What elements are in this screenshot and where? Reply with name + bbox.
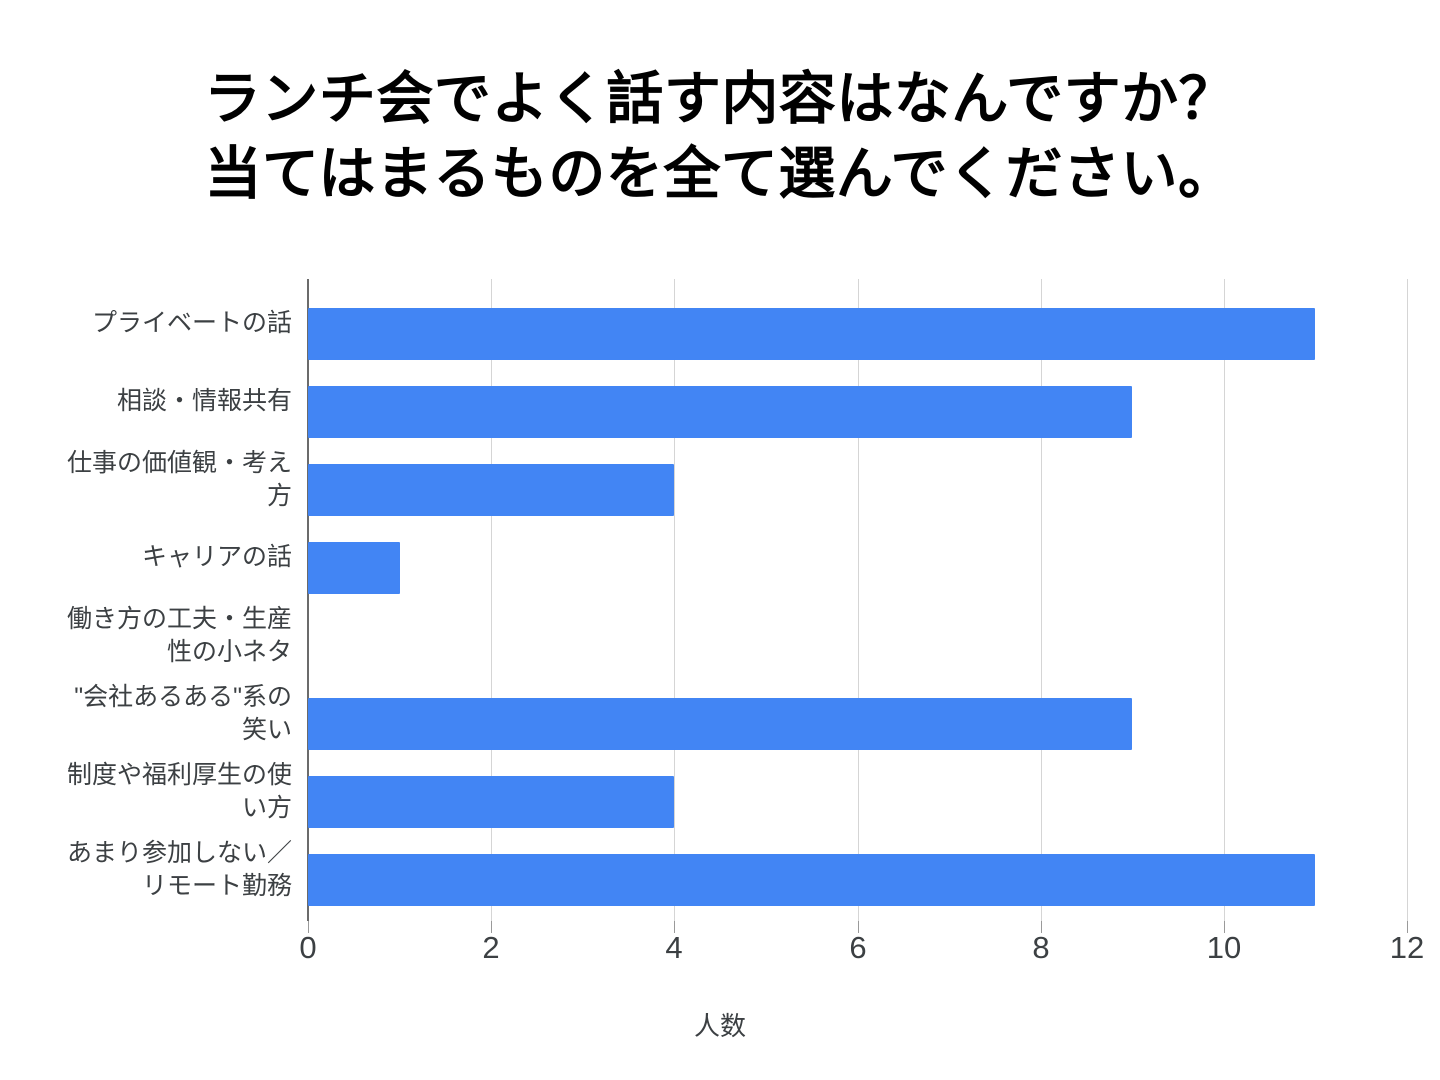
- category-label-1: 相談・情報共有: [116, 387, 292, 415]
- category-label-6: 制度や福利厚生の使 い方: [66, 761, 292, 822]
- tick-mark-12: [1407, 921, 1408, 933]
- gridline-10: [1223, 279, 1225, 921]
- gridline-2: [491, 279, 493, 921]
- category-label-7: あまり参加しない／ リモート勤務: [66, 839, 292, 900]
- tick-label-0: 0: [299, 930, 317, 965]
- tick-mark-4: [674, 921, 675, 933]
- category-label-2: 仕事の価値観・考え 方: [66, 449, 292, 510]
- tick-mark-2: [491, 921, 492, 933]
- bar-7[interactable]: [308, 854, 1316, 906]
- bar-1[interactable]: [308, 386, 1133, 438]
- bar-6[interactable]: [308, 776, 675, 828]
- gridline-8: [1040, 279, 1042, 921]
- tick-label-2: 2: [482, 930, 500, 965]
- gridline-4: [674, 279, 676, 921]
- tick-label-6: 6: [849, 930, 867, 965]
- plot-area: [307, 279, 1408, 921]
- axis-line-zero: [307, 279, 309, 921]
- tick-mark-8: [1041, 921, 1042, 933]
- tick-label-4: 4: [665, 930, 683, 965]
- tick-label-8: 8: [1032, 930, 1050, 965]
- category-label-4: 働き方の工夫・生産 性の小ネタ: [66, 605, 292, 666]
- gridline-12: [1407, 279, 1408, 921]
- category-label-5: "会社あるある"系の 笑い: [74, 683, 292, 744]
- gridline-6: [857, 279, 859, 921]
- category-label-3: キャリアの話: [141, 543, 292, 571]
- bar-2[interactable]: [308, 464, 675, 516]
- tick-mark-6: [858, 921, 859, 933]
- chart-title: ランチ会でよく話す内容はなんですか？ 当てはまるものを全て選んでください。: [203, 67, 1237, 207]
- x-axis-title: 人数: [693, 1011, 746, 1041]
- bar-3[interactable]: [308, 542, 400, 594]
- bar-0[interactable]: [308, 308, 1316, 360]
- category-label-0: プライベートの話: [91, 309, 292, 337]
- tick-mark-0: [308, 921, 309, 933]
- tick-label-12: 12: [1389, 930, 1425, 965]
- bar-5[interactable]: [308, 698, 1133, 750]
- tick-mark-10: [1224, 921, 1225, 933]
- tick-label-10: 10: [1206, 930, 1242, 965]
